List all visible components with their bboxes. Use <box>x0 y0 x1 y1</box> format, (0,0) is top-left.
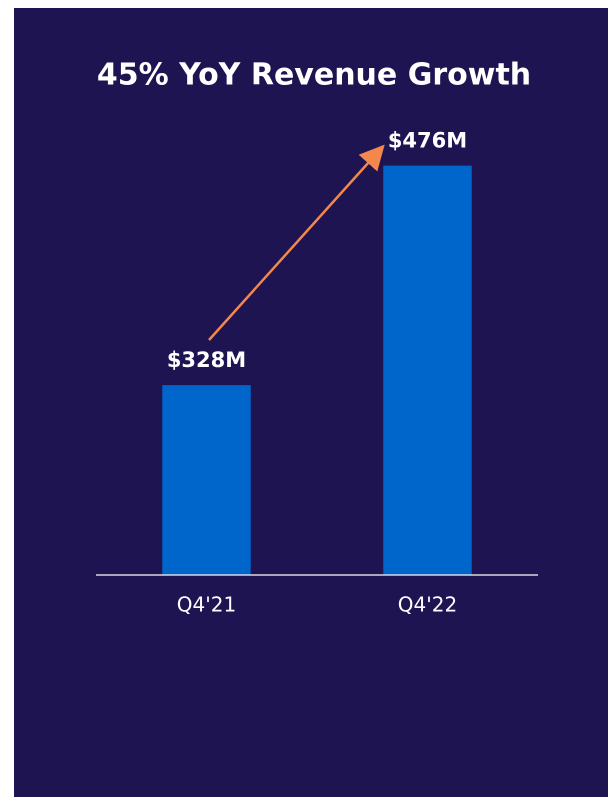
value-label: $476M <box>388 129 467 153</box>
x-tick-label: Q4'21 <box>177 593 236 617</box>
bar <box>162 385 251 575</box>
bar <box>383 165 472 575</box>
chart-title: 45% YoY Revenue Growth <box>97 58 531 93</box>
x-tick-label: Q4'22 <box>398 593 457 617</box>
background <box>14 8 608 797</box>
value-label: $328M <box>167 348 246 372</box>
growth-arrow <box>208 144 385 341</box>
